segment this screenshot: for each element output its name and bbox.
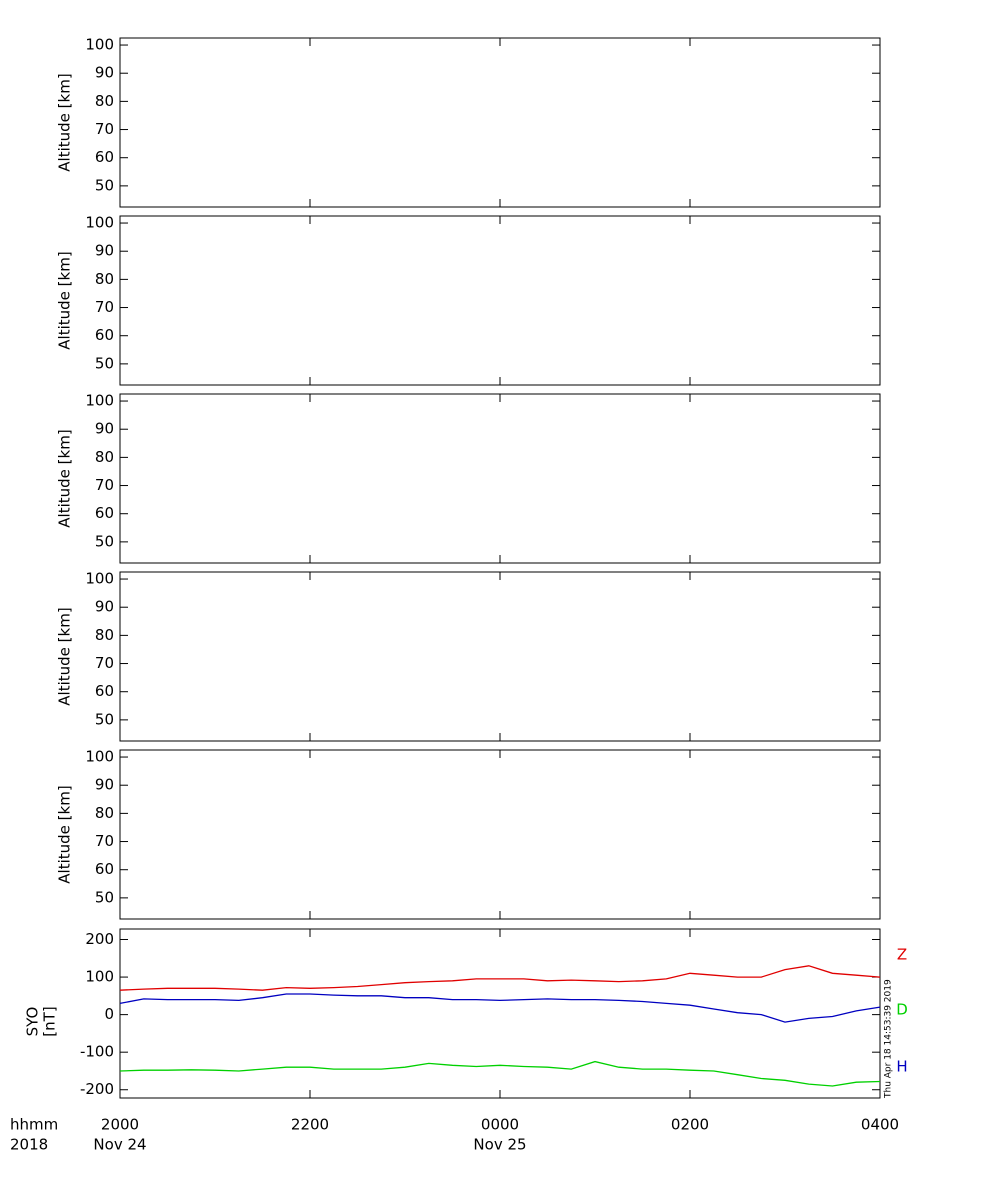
y-tick-label: 90 <box>95 420 114 438</box>
y-tick-label: 60 <box>95 504 114 522</box>
y-axis-label: Altitude [km] <box>56 251 74 349</box>
y-tick-label: 90 <box>95 242 114 260</box>
y-tick-label: 0 <box>104 1005 114 1023</box>
y-tick-label: 90 <box>95 598 114 616</box>
plot-frame <box>119 928 881 1099</box>
y-axis-label: Altitude [km] <box>56 73 74 171</box>
y-tick-label: 100 <box>85 36 114 54</box>
data-line <box>119 1060 881 1087</box>
y-axis-label: Altitude [km] <box>56 607 74 705</box>
x-axis-label: 2018 <box>10 1136 48 1154</box>
x-tick-label: 0400 <box>861 1116 899 1134</box>
y-tick-label: 50 <box>95 354 114 372</box>
legend-label: Z <box>897 946 907 964</box>
y-tick-label: 80 <box>95 804 114 822</box>
date-label: Nov 24 <box>93 1136 146 1154</box>
legend-label: D <box>896 1001 908 1019</box>
y-tick-label: 100 <box>85 392 114 410</box>
y-axis-label: Altitude [km] <box>56 785 74 883</box>
y-tick-label: 90 <box>95 776 114 794</box>
y-tick-label: 70 <box>95 120 114 138</box>
y-tick-label: 60 <box>95 682 114 700</box>
y-tick-label: 60 <box>95 860 114 878</box>
y-axis-label: SYO <box>24 1007 42 1037</box>
date-label: Nov 25 <box>473 1136 526 1154</box>
data-line <box>119 965 881 991</box>
y-tick-label: -100 <box>80 1043 114 1061</box>
y-tick-label: 100 <box>85 570 114 588</box>
x-axis-label: hhmm <box>10 1116 58 1134</box>
plot-frame <box>119 571 881 742</box>
x-tick-label: 2200 <box>291 1116 329 1134</box>
plot-frame <box>119 393 881 564</box>
y-tick-label: 70 <box>95 832 114 850</box>
y-tick-label: 100 <box>85 748 114 766</box>
plot-frame <box>119 215 881 386</box>
y-tick-label: 70 <box>95 298 114 316</box>
plot-frame <box>119 749 881 920</box>
y-axis-label: Altitude [km] <box>56 429 74 527</box>
y-tick-label: 60 <box>95 148 114 166</box>
y-tick-label: 100 <box>85 968 114 986</box>
x-tick-label: 2000 <box>101 1116 139 1134</box>
y-tick-label: 80 <box>95 626 114 644</box>
y-tick-label: -200 <box>80 1080 114 1098</box>
y-tick-label: 50 <box>95 532 114 550</box>
y-tick-label: 80 <box>95 92 114 110</box>
y-tick-label: 80 <box>95 448 114 466</box>
y-tick-label: 70 <box>95 654 114 672</box>
x-tick-label: 0000 <box>481 1116 519 1134</box>
y-tick-label: 200 <box>85 930 114 948</box>
y-tick-label: 90 <box>95 64 114 82</box>
y-tick-label: 60 <box>95 326 114 344</box>
x-tick-label: 0200 <box>671 1116 709 1134</box>
y-tick-label: 70 <box>95 476 114 494</box>
y-tick-label: 50 <box>95 176 114 194</box>
y-tick-label: 50 <box>95 710 114 728</box>
y-axis-label: [nT] <box>41 1006 59 1036</box>
timestamp: Thu Apr 18 14:53:39 2019 <box>884 979 894 1099</box>
y-tick-label: 100 <box>85 214 114 232</box>
y-tick-label: 80 <box>95 270 114 288</box>
y-tick-label: 50 <box>95 888 114 906</box>
plot-frame <box>119 37 881 208</box>
data-line <box>119 993 881 1023</box>
legend-label: H <box>896 1058 907 1076</box>
